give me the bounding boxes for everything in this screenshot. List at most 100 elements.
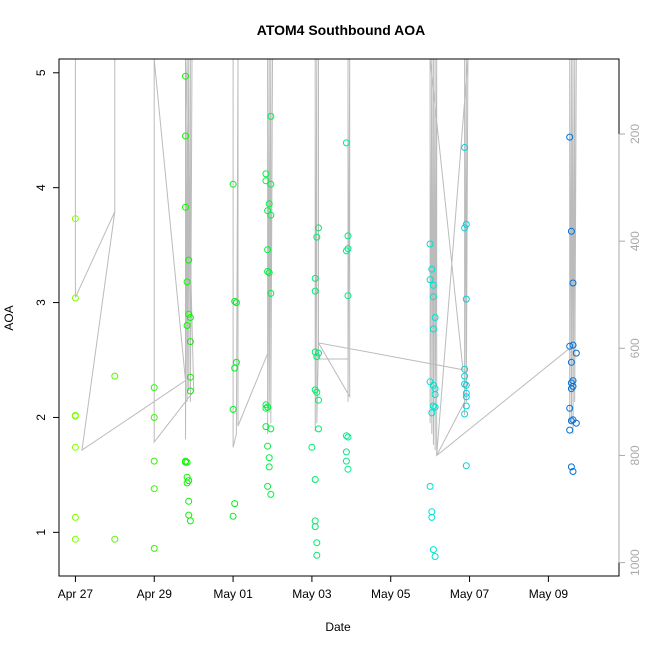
- data-point: [428, 409, 436, 417]
- y2-tick-label: 800: [628, 445, 642, 465]
- data-point: [431, 553, 439, 560]
- data-point: [264, 246, 272, 254]
- data-point: [231, 500, 239, 508]
- data-point: [186, 387, 194, 395]
- data-point: [264, 442, 272, 450]
- data-point: [462, 389, 470, 397]
- data-point: [344, 433, 352, 441]
- x-tick-label: Apr 27: [58, 587, 94, 601]
- data-point: [186, 517, 194, 525]
- data-point: [265, 463, 273, 471]
- data-point: [315, 425, 322, 433]
- data-point: [344, 292, 352, 300]
- x-tick-label: May 09: [529, 587, 569, 601]
- data-point: [315, 396, 322, 404]
- data-point: [461, 144, 469, 151]
- data-point: [567, 227, 575, 235]
- data-point: [229, 405, 237, 413]
- data-point: [462, 295, 470, 303]
- overlay-line-group: [74, 58, 577, 457]
- data-point: [71, 443, 79, 451]
- data-point: [264, 482, 272, 490]
- data-point: [342, 139, 350, 147]
- data-point: [344, 245, 352, 253]
- data-point: [111, 535, 119, 543]
- data-point: [462, 402, 470, 410]
- data-point: [264, 403, 272, 411]
- x-tick-label: May 01: [213, 587, 253, 601]
- data-point: [71, 513, 79, 521]
- data-point: [185, 310, 193, 318]
- data-point: [265, 269, 273, 277]
- data-point: [566, 133, 574, 141]
- data-point: [426, 240, 434, 248]
- data-point: [308, 443, 316, 451]
- data-point: [566, 342, 574, 350]
- secondary-y-axis: 200 400 600 800 1000: [618, 124, 642, 576]
- data-point: [185, 256, 193, 264]
- x-tick-label: May 05: [371, 587, 411, 601]
- data-point: [567, 463, 575, 471]
- data-point: [311, 287, 319, 295]
- data-point: [182, 72, 189, 80]
- data-point: [569, 341, 577, 349]
- data-point: [262, 177, 270, 185]
- data-point: [150, 485, 158, 493]
- data-point: [182, 132, 189, 140]
- data-point: [150, 414, 158, 421]
- data-point: [313, 551, 321, 559]
- data-point: [428, 265, 436, 273]
- data-point: [342, 432, 350, 440]
- data-point: [186, 338, 194, 346]
- chart-title: ATOM4 Southbound AOA: [257, 22, 426, 38]
- y-axis-label: AOA: [2, 305, 16, 330]
- y2-tick-label: 1000: [628, 549, 642, 576]
- data-point: [431, 403, 439, 411]
- data-point: [426, 276, 434, 284]
- data-point: [186, 373, 194, 381]
- data-point: [150, 384, 158, 392]
- data-point: [429, 281, 437, 289]
- data-point: [183, 278, 191, 286]
- data-point: [429, 546, 437, 554]
- data-point: [229, 180, 237, 188]
- data-point: [232, 299, 240, 307]
- data-point: [264, 268, 272, 275]
- y2-tick-label: 400: [628, 231, 642, 251]
- data-point: [461, 224, 469, 232]
- x-tick-label: May 03: [292, 587, 332, 601]
- data-point: [569, 279, 577, 287]
- data-point: [344, 465, 352, 473]
- plot-frame: [58, 58, 620, 577]
- data-point: [311, 523, 319, 531]
- data-point: [461, 380, 469, 388]
- data-point: [311, 348, 319, 356]
- data-point: [267, 211, 275, 219]
- data-point: [265, 200, 273, 208]
- data-point: [71, 535, 79, 543]
- data-point: [426, 482, 434, 490]
- x-tick-label: May 07: [450, 587, 490, 601]
- data-point: [186, 314, 194, 321]
- data-point: [262, 170, 270, 178]
- data-point: [566, 426, 574, 434]
- data-point: [71, 411, 79, 419]
- data-point: [71, 294, 79, 302]
- data-point: [267, 425, 275, 433]
- data-point: [567, 358, 575, 366]
- data-point: [461, 410, 469, 418]
- data-point: [572, 419, 580, 427]
- data-point: [231, 297, 239, 305]
- data-point: [311, 274, 319, 282]
- data-point: [461, 365, 469, 373]
- data-point: [313, 539, 321, 547]
- data-point: [229, 512, 237, 520]
- data-point: [428, 513, 436, 521]
- data-point: [461, 372, 469, 380]
- data-point: [342, 448, 350, 456]
- data-point: [428, 508, 436, 516]
- data-point: [71, 215, 79, 223]
- x-axis: Apr 27 Apr 29 May 01 May 03 May 05 May 07 May …: [58, 575, 569, 601]
- data-point: [185, 477, 193, 485]
- x-tick-label: Apr 29: [137, 587, 173, 601]
